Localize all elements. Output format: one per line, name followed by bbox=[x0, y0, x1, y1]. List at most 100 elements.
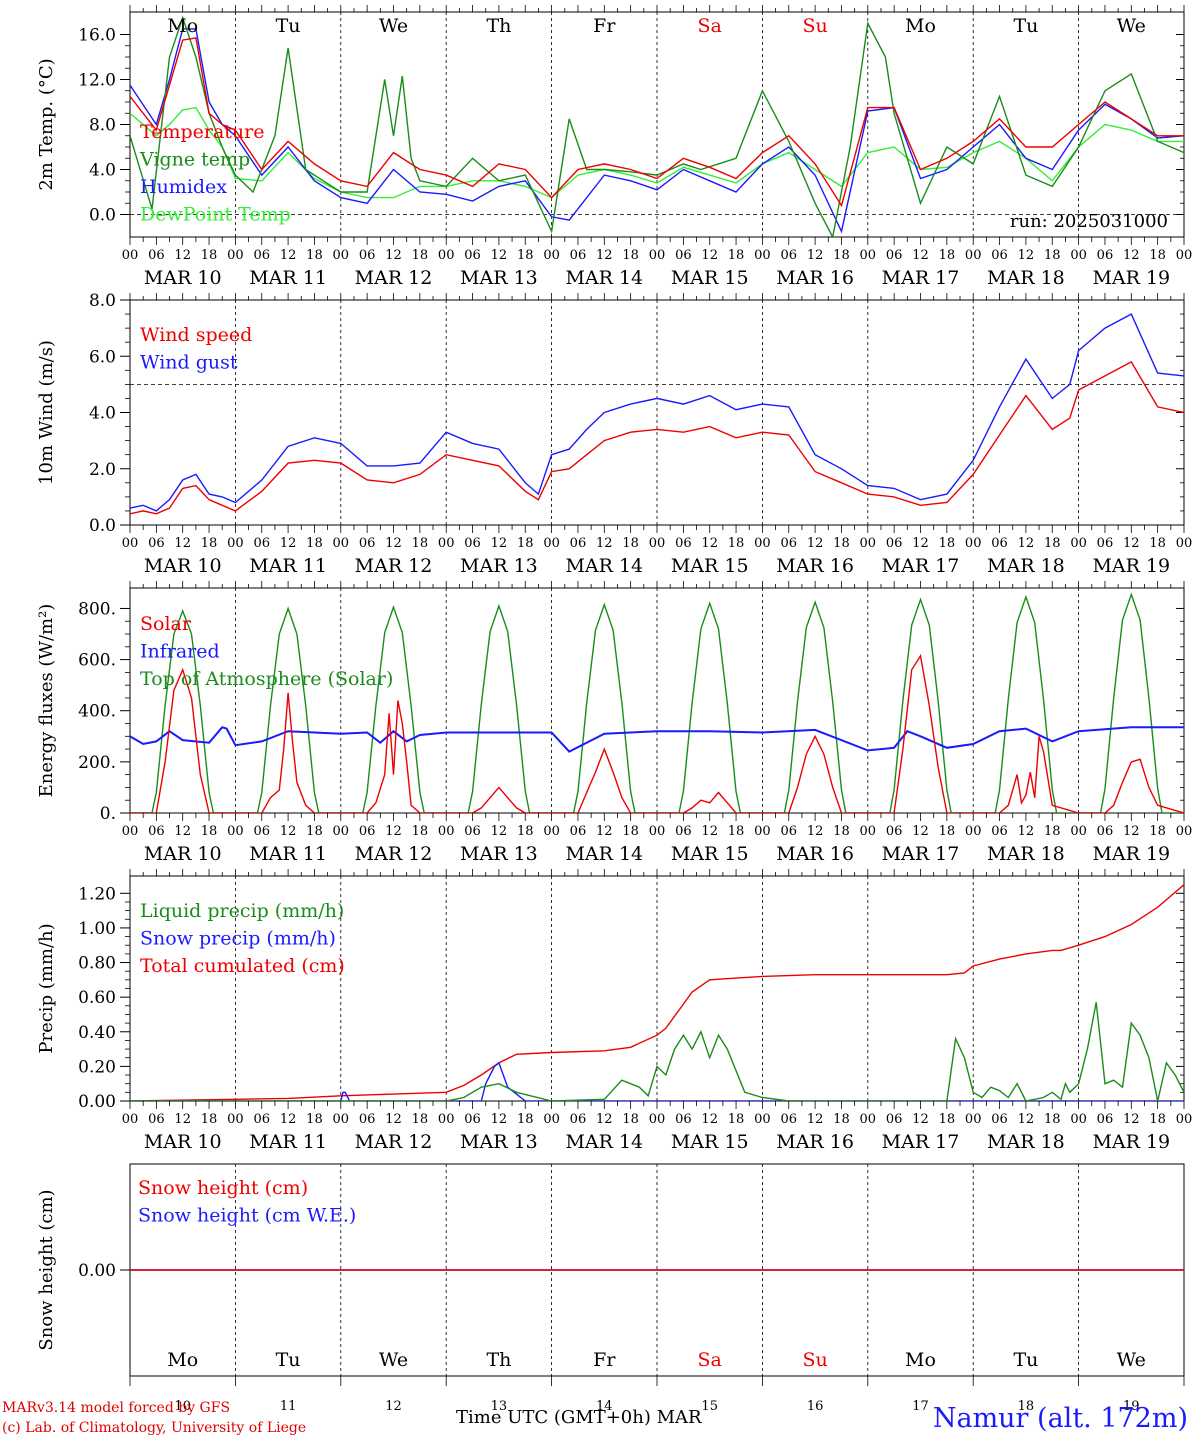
hour-label: 06 bbox=[991, 536, 1008, 551]
date-label: MAR 13 bbox=[460, 1131, 538, 1153]
hour-label: 06 bbox=[780, 248, 797, 263]
date-label: MAR 14 bbox=[565, 267, 643, 289]
hour-label: 00 bbox=[122, 248, 139, 263]
hour-label: 00 bbox=[333, 536, 350, 551]
date-label: MAR 18 bbox=[987, 843, 1065, 865]
hour-label: 18 bbox=[939, 248, 956, 263]
date-label: MAR 16 bbox=[776, 1131, 854, 1153]
legend-entry: Vigne temp bbox=[139, 149, 250, 171]
date-label: MAR 14 bbox=[565, 843, 643, 865]
hour-label: 12 bbox=[596, 536, 613, 551]
panel-1 bbox=[120, 5, 1185, 245]
hour-label: 12 bbox=[596, 248, 613, 263]
hour-label: 06 bbox=[886, 248, 903, 263]
hour-label: 18 bbox=[306, 824, 323, 839]
hour-label: 12 bbox=[280, 248, 297, 263]
run-label: run: 2025031000 bbox=[1010, 211, 1168, 232]
hour-label: 06 bbox=[886, 1112, 903, 1127]
hour-label: 18 bbox=[728, 248, 745, 263]
y-tick-label: 0.0 bbox=[89, 206, 116, 226]
y-axis-label: Snow height (cm) bbox=[36, 1189, 57, 1350]
hour-label: 06 bbox=[359, 248, 376, 263]
hour-label: 06 bbox=[253, 248, 270, 263]
y-tick-label: 200. bbox=[78, 753, 116, 773]
legend-entry: Snow height (cm) bbox=[138, 1177, 308, 1199]
y-tick-label: 0.20 bbox=[78, 1057, 116, 1077]
hour-label: 06 bbox=[253, 1112, 270, 1127]
hour-label: 06 bbox=[991, 1112, 1008, 1127]
hour-label: 12 bbox=[174, 248, 191, 263]
hour-label: 00 bbox=[754, 536, 771, 551]
day-number-label: 16 bbox=[807, 1399, 824, 1414]
hour-label: 18 bbox=[622, 248, 639, 263]
hour-label: 12 bbox=[1123, 536, 1140, 551]
day-name: Fr bbox=[593, 1349, 616, 1371]
series-liquid-precip-mm-h- bbox=[130, 1002, 1184, 1101]
legend-entry: Solar bbox=[140, 613, 192, 635]
hour-label: 18 bbox=[939, 824, 956, 839]
y-axis-label: 10m Wind (m/s) bbox=[36, 340, 57, 485]
hour-label: 18 bbox=[622, 536, 639, 551]
hour-label: 18 bbox=[517, 248, 534, 263]
date-label: MAR 17 bbox=[882, 843, 960, 865]
hour-label: 18 bbox=[1149, 1112, 1166, 1127]
hour-label: 00 bbox=[333, 824, 350, 839]
day-name: Mo bbox=[167, 1349, 198, 1371]
hour-label: 12 bbox=[596, 1112, 613, 1127]
series-wind-gust bbox=[130, 313, 1184, 512]
hour-label: 12 bbox=[491, 824, 508, 839]
y-tick-label: 0.0 bbox=[89, 516, 116, 536]
hour-label: 00 bbox=[1176, 824, 1193, 839]
hour-label: 06 bbox=[1097, 1112, 1114, 1127]
series-temperature bbox=[130, 37, 1184, 208]
hour-label: 12 bbox=[385, 536, 402, 551]
y-tick-label: 0.40 bbox=[78, 1023, 116, 1043]
hour-label: 00 bbox=[543, 536, 560, 551]
hour-label: 18 bbox=[306, 1112, 323, 1127]
hour-label: 00 bbox=[122, 1112, 139, 1127]
hour-label: 18 bbox=[833, 1112, 850, 1127]
hour-label: 00 bbox=[438, 248, 455, 263]
hour-label: 06 bbox=[1097, 824, 1114, 839]
date-label: MAR 10 bbox=[144, 843, 222, 865]
day-number-label: 17 bbox=[912, 1399, 929, 1414]
hour-label: 18 bbox=[306, 536, 323, 551]
y-tick-label: 0.80 bbox=[78, 954, 116, 974]
legend-entry: Infrared bbox=[140, 641, 220, 663]
hour-label: 18 bbox=[1149, 248, 1166, 263]
hour-label: 12 bbox=[912, 248, 929, 263]
hour-label: 00 bbox=[649, 248, 666, 263]
y-axis-label: Precip (mm/h) bbox=[36, 923, 57, 1053]
series-total-cumulated-cm- bbox=[130, 884, 1184, 1101]
date-label: MAR 19 bbox=[1092, 1131, 1170, 1153]
day-name: We bbox=[379, 1349, 408, 1371]
hour-label: 18 bbox=[622, 1112, 639, 1127]
y-axis-label: Energy fluxes (W/m²) bbox=[36, 604, 57, 798]
date-label: MAR 18 bbox=[987, 555, 1065, 577]
date-label: MAR 15 bbox=[671, 843, 749, 865]
hour-label: 12 bbox=[1018, 1112, 1035, 1127]
hour-label: 00 bbox=[965, 248, 982, 263]
hour-label: 00 bbox=[1176, 1112, 1193, 1127]
hour-label: 00 bbox=[227, 1112, 244, 1127]
hour-label: 00 bbox=[438, 1112, 455, 1127]
legend-entry: Snow precip (mm/h) bbox=[140, 928, 336, 950]
hour-label: 00 bbox=[543, 1112, 560, 1127]
series-infrared bbox=[130, 726, 1184, 753]
hour-label: 06 bbox=[886, 824, 903, 839]
hour-label: 00 bbox=[543, 248, 560, 263]
day-name: We bbox=[379, 15, 408, 37]
y-tick-label: 0.60 bbox=[78, 988, 116, 1008]
y-tick-label: 800. bbox=[78, 599, 116, 619]
hour-label: 12 bbox=[385, 824, 402, 839]
hour-label: 18 bbox=[201, 824, 218, 839]
hour-label: 00 bbox=[227, 824, 244, 839]
hour-label: 12 bbox=[174, 536, 191, 551]
legend-entry: Total cumulated (cm) bbox=[140, 955, 345, 977]
hour-label: 12 bbox=[1018, 248, 1035, 263]
series-snow-precip-mm-h- bbox=[130, 1061, 1184, 1101]
hour-label: 06 bbox=[570, 536, 587, 551]
day-name: Mo bbox=[905, 1349, 936, 1371]
hour-label: 06 bbox=[148, 1112, 165, 1127]
y-tick-label: 600. bbox=[78, 651, 116, 671]
